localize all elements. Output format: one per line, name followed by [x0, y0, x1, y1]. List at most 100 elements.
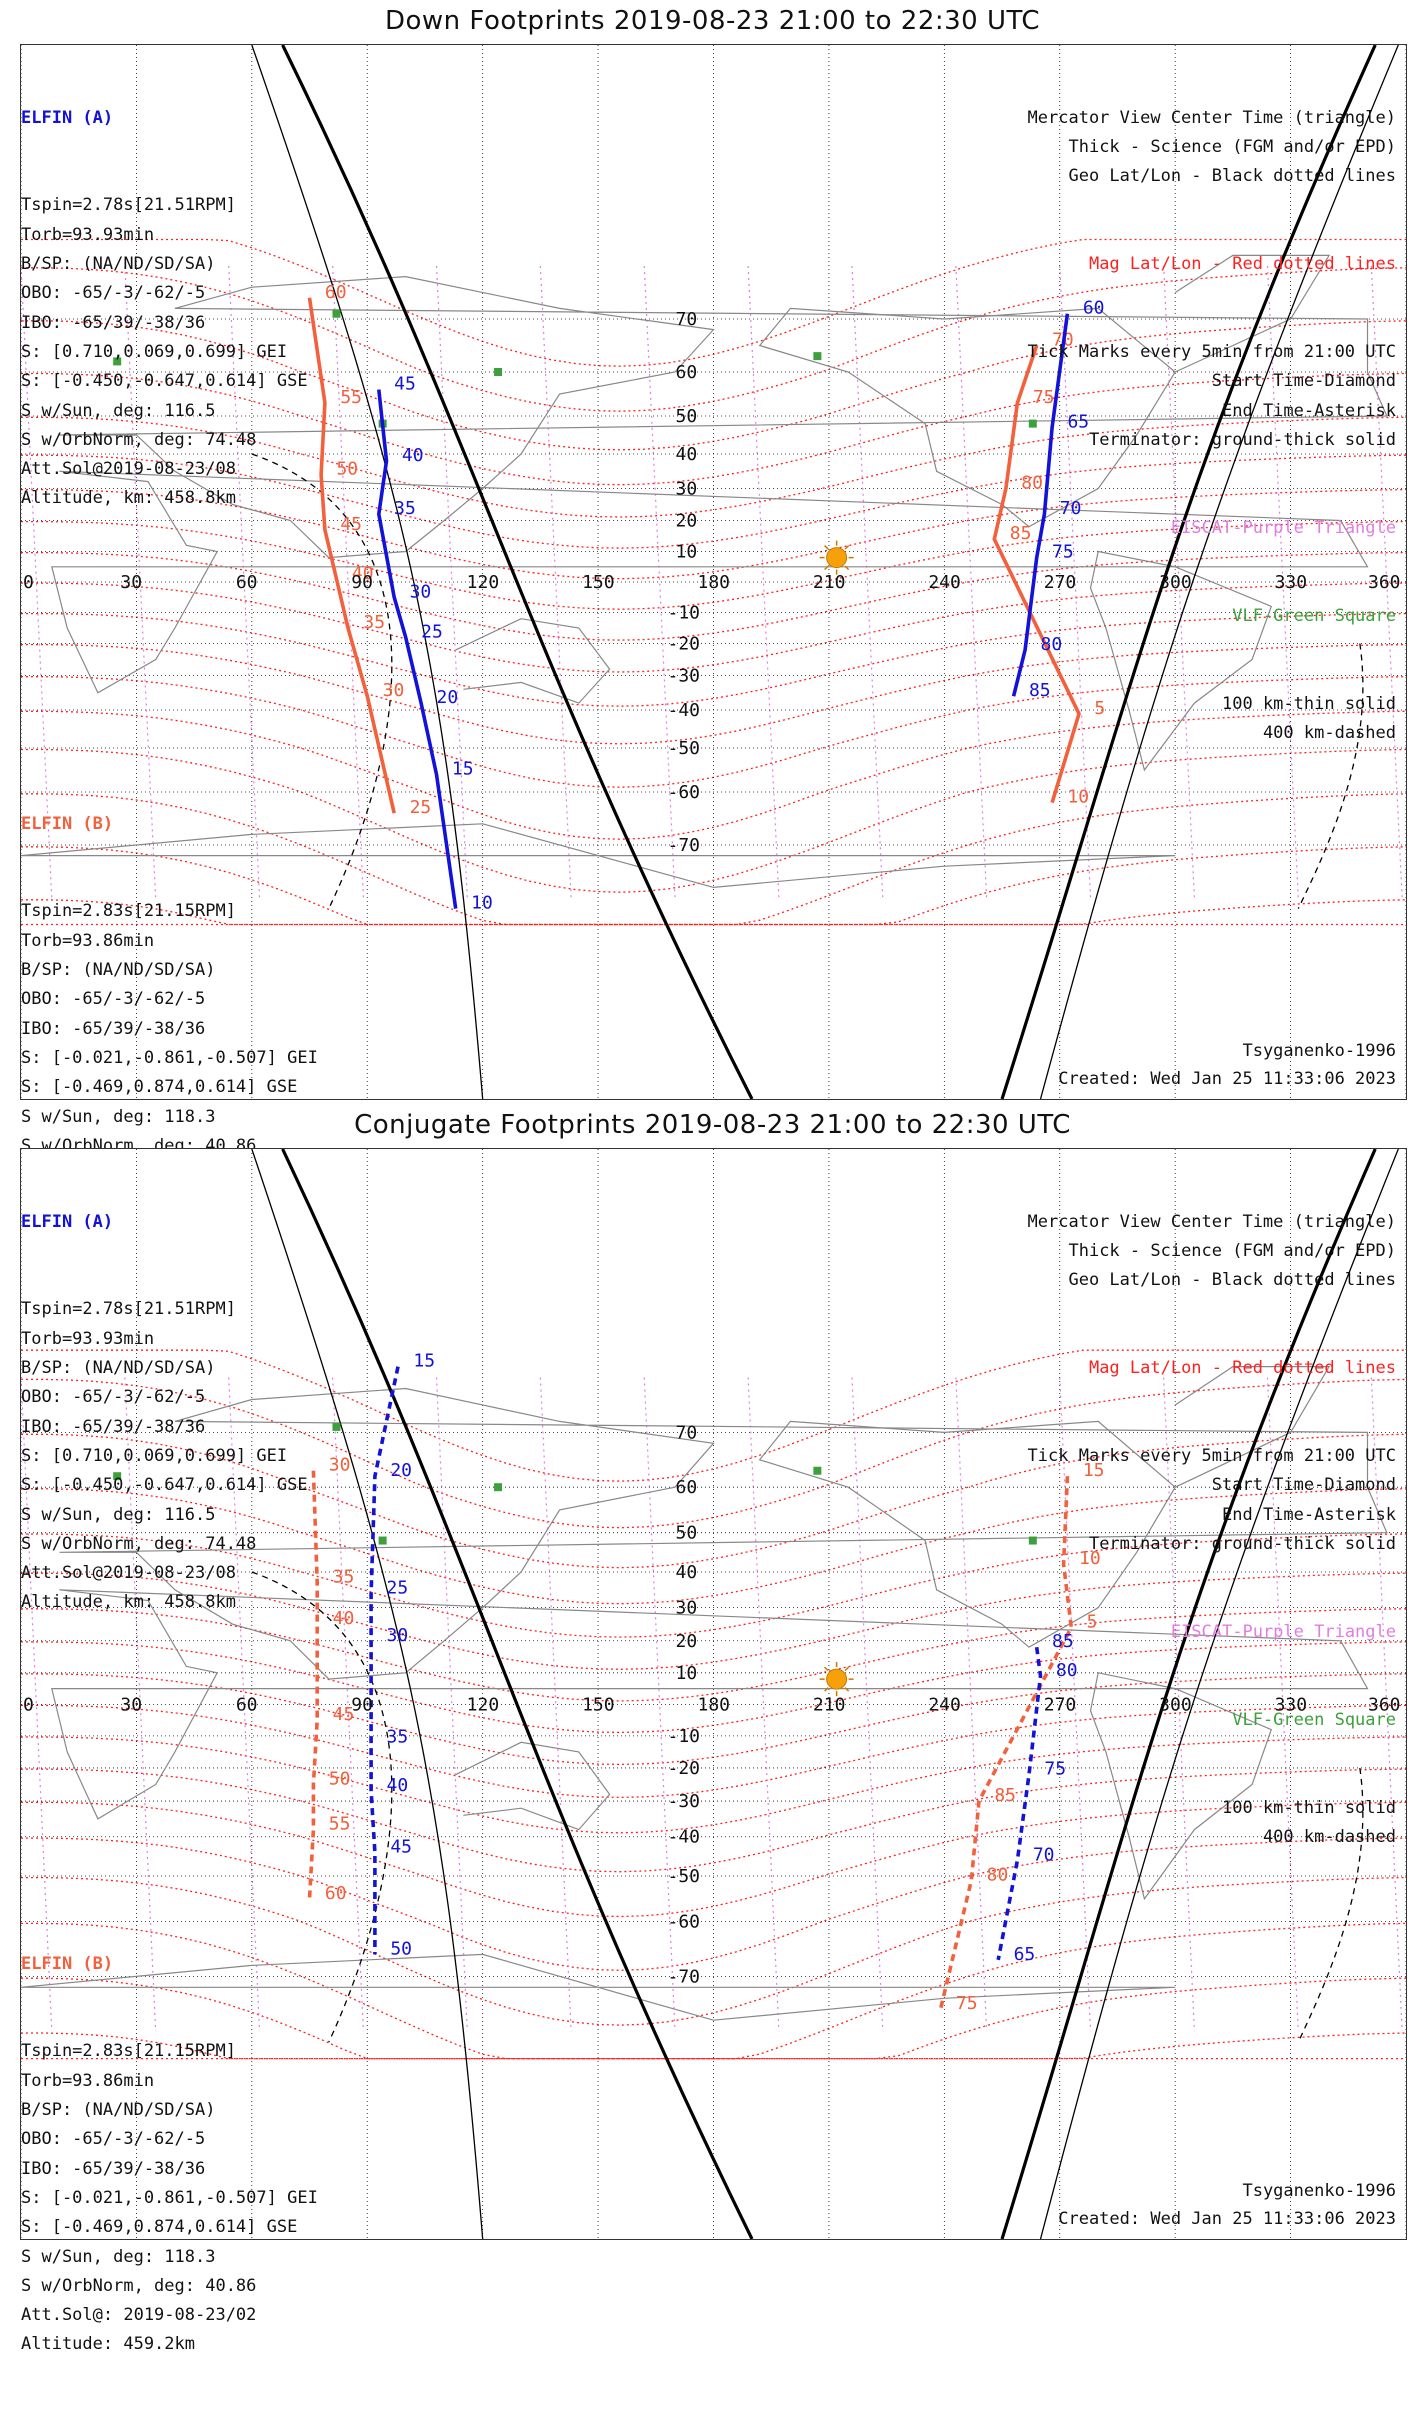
vlf-station-marker [494, 368, 503, 377]
track-tick-label: 70 [1033, 1844, 1055, 1865]
lon-tick-label: 210 [813, 1694, 846, 1715]
panel-title: Conjugate Footprints 2019-08-23 21:00 to… [354, 1110, 1071, 1140]
terminator-400km [251, 1571, 393, 2043]
continent-outline [59, 275, 1388, 559]
sun-ray [824, 545, 829, 550]
continent-outline [21, 823, 1176, 889]
terminator-ground [281, 1149, 754, 2239]
lat-tick-label: -60 [668, 782, 701, 803]
track-tick-label: 10 [1067, 787, 1089, 808]
mag-lon-line [1163, 1377, 1195, 2032]
lat-tick-label: -40 [668, 700, 701, 721]
info-line: OBO: -65/-3/-62/-5 [21, 283, 206, 304]
track-tick-label: 70 [1060, 498, 1082, 519]
track-tick-label: 15 [1083, 1460, 1105, 1481]
info-line: S w/OrbNorm, deg: 74.48 [21, 1533, 257, 1554]
track-tick-label: 40 [352, 563, 374, 584]
terminator-ground [1000, 45, 1377, 1099]
lon-tick-label: 330 [1275, 1694, 1308, 1715]
lat-tick-label: 60 [676, 362, 698, 383]
elfin-b-track [307, 1470, 319, 1899]
info-line: Att.Sol@2019-08-23/08 [21, 1563, 236, 1584]
lon-tick-label: 270 [1044, 572, 1077, 593]
info-line: Start Time-Diamond [1211, 371, 1396, 392]
info-line: Torb=93.93min [21, 1328, 155, 1349]
track-tick-label: 85 [1052, 1631, 1074, 1652]
info-line: Altitude: 459.2km [21, 2334, 195, 2355]
lon-tick-label: 60 [236, 1694, 258, 1715]
track-tick-label: 60 [325, 282, 347, 303]
track-tick-label: 30 [386, 1625, 408, 1646]
lat-tick-label: -70 [668, 835, 701, 856]
lat-tick-label: 30 [676, 479, 698, 500]
sun-ray [824, 565, 829, 571]
lat-tick-label: -50 [668, 738, 701, 759]
continent-outline [1089, 1672, 1273, 1901]
track-tick-label: 35 [386, 1726, 408, 1747]
lat-tick-label: 10 [676, 1663, 698, 1684]
terminator-100km [251, 45, 484, 1099]
track-tick-label: 35 [333, 1567, 355, 1588]
track-tick-label: 40 [386, 1775, 408, 1796]
model-label: Tsyganenko-1996 [1242, 1041, 1396, 1061]
track-tick-label: 30 [410, 581, 432, 602]
lon-tick-label: 0 [23, 572, 34, 593]
track-tick-label: 40 [402, 445, 424, 466]
info-line: Tspin=2.83s[21.15RPM] [21, 2041, 236, 2062]
info-line: Start Time-Diamond [1211, 1475, 1396, 1496]
info-line: Terminator: ground-thick solid [1088, 1533, 1396, 1554]
info-line: B/SP: (NA/ND/SD/SA) [21, 254, 216, 275]
terminator-400km [1297, 643, 1364, 909]
lon-tick-label: 210 [813, 572, 846, 593]
vlf-station-marker [813, 1466, 822, 1475]
lat-tick-label: 50 [676, 1523, 698, 1544]
lon-tick-label: 300 [1159, 1694, 1192, 1715]
sun-icon [826, 547, 848, 569]
mag-lon-line [747, 265, 780, 899]
legend-eiscat: EISCAT-Purple Triangle [1170, 517, 1396, 538]
lon-tick-label: 360 [1368, 1694, 1401, 1715]
terminator-ground [281, 45, 754, 1099]
track-tick-label: 80 [1056, 1660, 1078, 1681]
info-line: IBO: -65/39/-38/36 [21, 1018, 206, 1039]
elfin-a-lines: Tspin=2.78s[21.51RPM] Torb=93.93min B/SP: … [21, 191, 308, 513]
lat-tick-label: 40 [676, 444, 698, 465]
legend-eiscat: EISCAT-Purple Triangle [1170, 1621, 1396, 1642]
info-line: B/SP: (NA/ND/SD/SA) [21, 2100, 216, 2121]
legend-lines-3: 100 km-thin solid 400 km-dashed [1028, 1794, 1396, 1853]
lat-tick-label: 10 [676, 542, 698, 563]
terminator-100km [1039, 45, 1399, 1099]
track-tick-label: 85 [1010, 523, 1032, 544]
lon-tick-label: 240 [928, 1694, 961, 1715]
legend: Mercator View Center Time (triangle) Thic… [1028, 45, 1396, 807]
track-tick-label: 60 [325, 1883, 347, 1904]
mercator-map: 30 35 40 45 50 55 60 15 10 5 85 80 75 15 20 25 30 35 40 45 5… [21, 1149, 1406, 2239]
track-tick-label: 75 [956, 1993, 978, 2014]
info-line: 100 km-thin solid [1222, 1797, 1396, 1818]
sun-ray [844, 1687, 850, 1692]
mag-lat-line [21, 1922, 1406, 2060]
mag-lon-line [228, 1377, 261, 2032]
vlf-station-marker [813, 352, 822, 361]
info-line: S: [-0.021,-0.861,-0.507] GEI [21, 1047, 318, 1068]
mag-lat-line [21, 1608, 1406, 1702]
continent-outline [1089, 550, 1273, 772]
info-line: IBO: -65/39/-38/36 [21, 2158, 206, 2179]
down-footprints-panel: Down Footprints 2019-08-23 21:00 to 22:3… [0, 0, 1425, 1214]
track-tick-label: 45 [340, 514, 362, 535]
track-tick-label: 35 [394, 498, 416, 519]
elfin-a-info: ELFIN (A) Tspin=2.78s[21.51RPM] Torb=93.9… [21, 1149, 308, 1676]
track-tick-label: 65 [1014, 1944, 1036, 1965]
created-label: Created: Wed Jan 25 11:33:06 2023 [1058, 1069, 1396, 1089]
track-tick-label: 55 [340, 387, 362, 408]
track-tick-label: 30 [329, 1455, 351, 1476]
legend-mag: Mag Lat/Lon - Red dotted lines [1088, 1358, 1396, 1379]
track-tick-label: 50 [336, 459, 358, 480]
track-tick-label: 85 [1029, 680, 1051, 701]
sun-ray [844, 545, 850, 550]
lat-tick-label: -30 [668, 666, 701, 687]
track-tick-label: 65 [1067, 411, 1089, 432]
elfin-a-track [369, 1366, 400, 1955]
mag-lat-line [21, 710, 1406, 840]
lon-tick-label: 30 [120, 572, 142, 593]
